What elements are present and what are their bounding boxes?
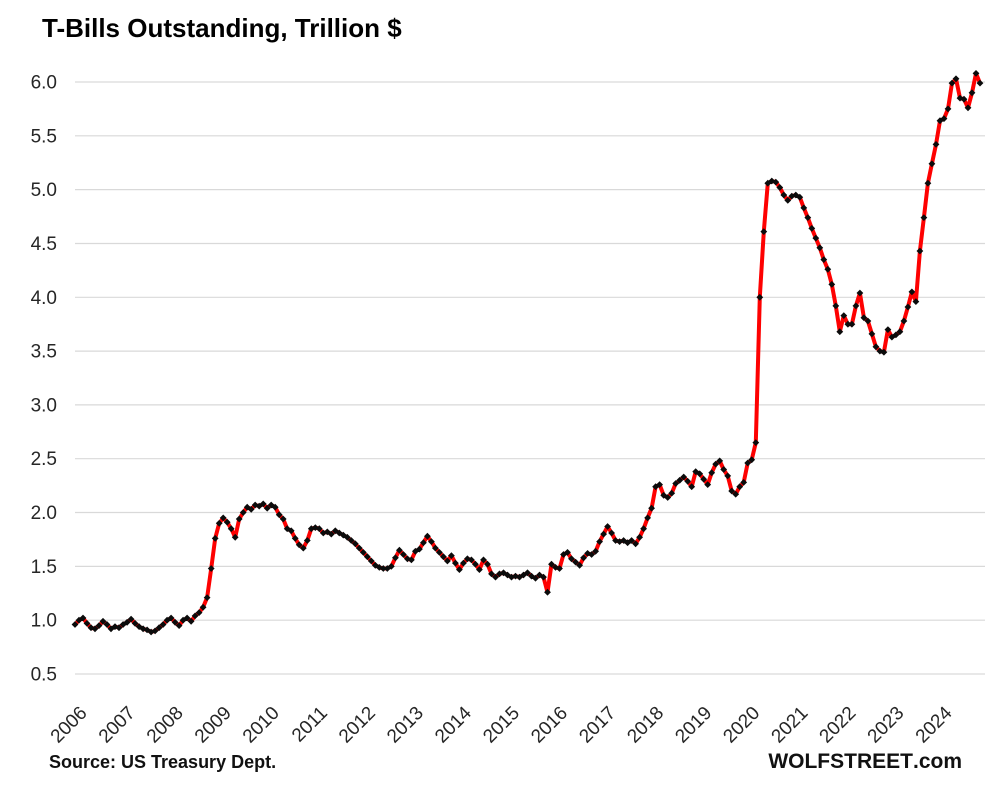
x-axis-labels: 2006 2007 2008 2009 2010 2011 2012 2013 2014 2015… xyxy=(47,702,957,747)
x-tick-label: 2010 xyxy=(239,703,284,748)
x-tick-label: 2024 xyxy=(912,702,957,747)
chart-title: T-Bills Outstanding, Trillion $ xyxy=(42,13,402,43)
x-tick-label: 2007 xyxy=(95,703,140,748)
x-tick-label: 2020 xyxy=(719,703,764,748)
y-tick-label: 3.5 xyxy=(31,342,57,363)
x-tick-label: 2011 xyxy=(288,703,332,747)
x-tick-label: 2018 xyxy=(623,703,668,748)
x-tick-label: 2021 xyxy=(768,703,813,748)
y-tick-label: 1.0 xyxy=(31,611,57,632)
y-tick-label: 4.5 xyxy=(31,234,57,255)
brand-watermark: WOLFSTREET.com xyxy=(768,750,962,774)
y-tick-label: 2.5 xyxy=(31,449,57,470)
x-tick-label: 2022 xyxy=(816,703,861,748)
y-tick-label: 5.0 xyxy=(31,180,57,201)
x-tick-label: 2014 xyxy=(431,702,476,747)
x-tick-label: 2017 xyxy=(575,703,620,748)
brand-suffix: .com xyxy=(912,750,962,773)
y-tick-label: 1.5 xyxy=(31,557,57,578)
x-tick-label: 2012 xyxy=(335,703,380,748)
y-axis-labels: 0.5 1.0 1.5 2.0 2.5 3.0 3.5 4.0 4.5 5.0 5.5 6.0 xyxy=(31,73,57,686)
y-tick-label: 0.5 xyxy=(31,665,57,686)
brand-name: WOLFSTREET xyxy=(768,750,913,773)
x-tick-label: 2019 xyxy=(671,703,716,748)
x-tick-label: 2009 xyxy=(191,703,236,748)
x-tick-label: 2008 xyxy=(143,703,188,748)
y-tick-label: 2.0 xyxy=(31,503,57,524)
x-tick-label: 2006 xyxy=(47,703,92,748)
data-point-markers xyxy=(71,70,984,636)
y-tick-label: 6.0 xyxy=(31,73,57,94)
y-tick-label: 3.0 xyxy=(31,395,57,416)
y-tick-label: 5.5 xyxy=(31,126,57,147)
series-line xyxy=(73,71,982,634)
y-tick-label: 4.0 xyxy=(31,288,57,309)
gridlines xyxy=(75,81,985,675)
x-tick-label: 2013 xyxy=(383,703,428,748)
source-note: Source: US Treasury Dept. xyxy=(49,752,277,772)
x-tick-label: 2023 xyxy=(864,703,909,748)
x-tick-label: 2016 xyxy=(527,703,572,748)
x-tick-label: 2015 xyxy=(479,703,524,748)
